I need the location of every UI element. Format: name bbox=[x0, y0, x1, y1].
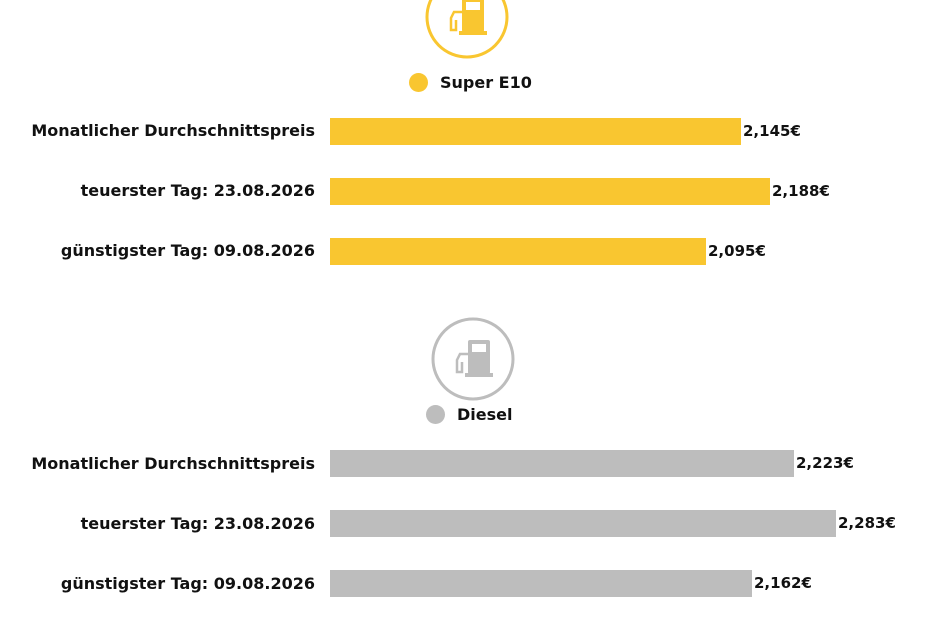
bar-diesel-max bbox=[330, 510, 836, 537]
legend-diesel: Diesel bbox=[426, 405, 512, 424]
legend-super-e10: Super E10 bbox=[409, 73, 532, 92]
legend-label-super: Super E10 bbox=[440, 73, 532, 92]
legend-dot-diesel bbox=[426, 405, 445, 424]
bar-label-super-avg: Monatlicher Durchschnittspreis bbox=[31, 121, 315, 140]
bar-super-min bbox=[330, 238, 706, 265]
bar-value-super-avg: 2,145€ bbox=[743, 122, 801, 140]
bar-value-diesel-max: 2,283€ bbox=[838, 514, 896, 532]
bar-label-super-min: günstigster Tag: 09.08.2026 bbox=[60, 241, 315, 260]
bar-label-super-max: teuerster Tag: 23.08.2026 bbox=[80, 181, 315, 200]
bar-label-diesel-min: günstigster Tag: 09.08.2026 bbox=[60, 574, 315, 593]
bar-value-super-max: 2,188€ bbox=[772, 182, 830, 200]
bar-super-avg bbox=[330, 118, 741, 145]
fuel-pump-icon bbox=[425, 0, 509, 59]
bar-diesel-avg bbox=[330, 450, 794, 477]
bar-label-diesel-avg: Monatlicher Durchschnittspreis bbox=[31, 454, 315, 473]
super-e10-panel: Super E10 Monatlicher Durchschnittspreis… bbox=[0, 0, 951, 300]
bar-value-diesel-min: 2,162€ bbox=[754, 574, 812, 592]
bar-label-diesel-max: teuerster Tag: 23.08.2026 bbox=[80, 514, 315, 533]
bar-super-max bbox=[330, 178, 770, 205]
bar-diesel-min bbox=[330, 570, 752, 597]
legend-label-diesel: Diesel bbox=[457, 405, 513, 424]
bar-value-diesel-avg: 2,223€ bbox=[796, 454, 854, 472]
fuel-pump-icon bbox=[431, 317, 515, 401]
legend-dot-super bbox=[409, 73, 428, 92]
bar-value-super-min: 2,095€ bbox=[708, 242, 766, 260]
